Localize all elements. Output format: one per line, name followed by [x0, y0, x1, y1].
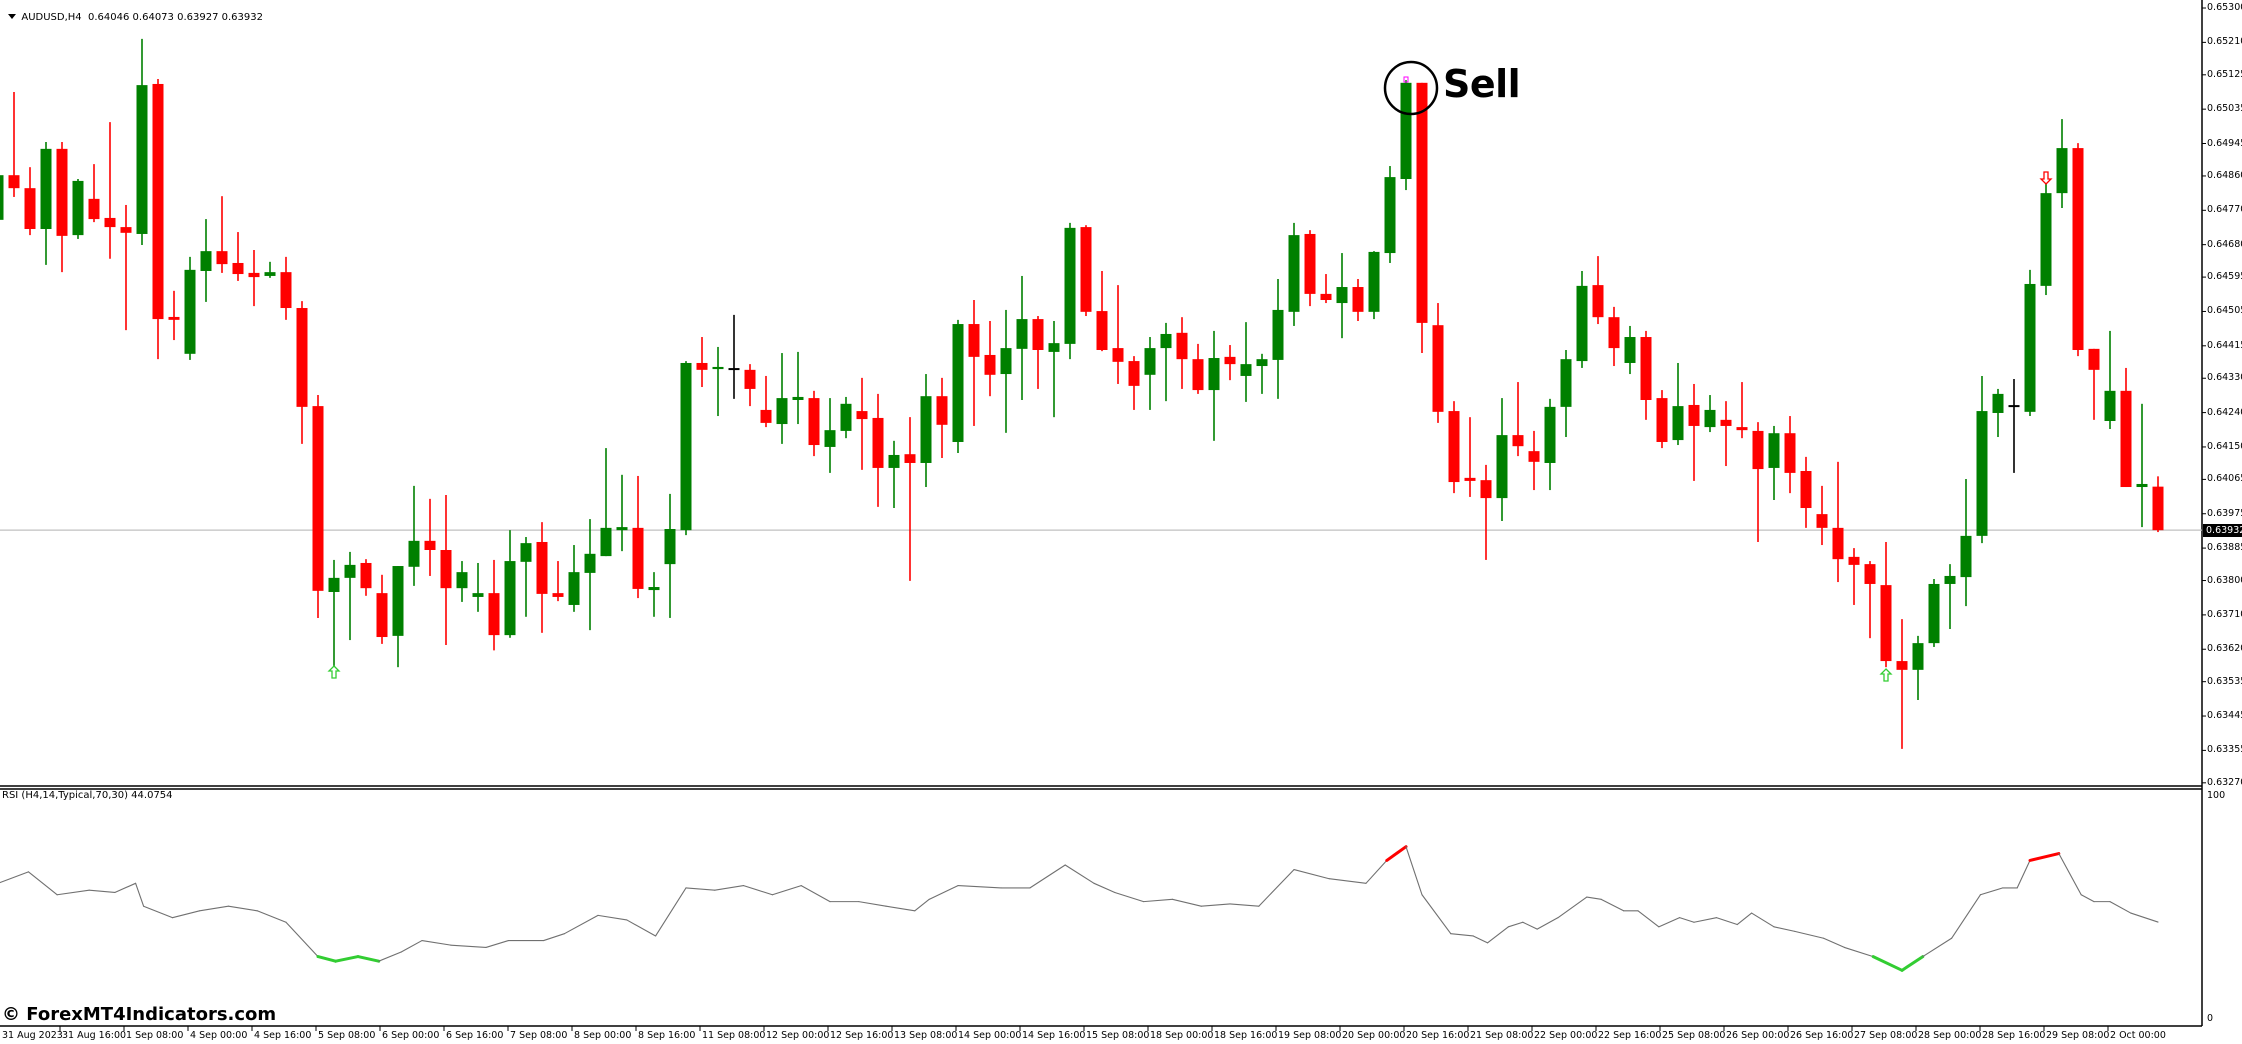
- time-label: 15 Sep 08:00: [1086, 1030, 1150, 1041]
- time-label: 7 Sep 08:00: [510, 1030, 568, 1041]
- rsi-min-label: 0: [2207, 1013, 2214, 1024]
- time-label: 6 Sep 00:00: [382, 1030, 440, 1041]
- time-label: 22 Sep 00:00: [1534, 1030, 1598, 1041]
- time-label: 6 Sep 16:00: [446, 1030, 504, 1041]
- ohlc-values: 0.64046 0.64073 0.63927 0.63932: [88, 12, 263, 23]
- price-label: 0.63355: [2207, 744, 2242, 756]
- price-label: 0.63975: [2207, 507, 2242, 519]
- time-label: 18 Sep 16:00: [1214, 1030, 1278, 1041]
- time-label: 19 Sep 08:00: [1278, 1030, 1342, 1041]
- time-label: 20 Sep 16:00: [1406, 1030, 1470, 1041]
- price-label: 0.64415: [2207, 339, 2242, 351]
- time-label: 1 Sep 08:00: [126, 1030, 184, 1041]
- time-label: 28 Sep 16:00: [1982, 1030, 2046, 1041]
- time-label: 11 Sep 08:00: [702, 1030, 766, 1041]
- rsi-indicator-title: RSI (H4,14,Typical,70,30) 44.0754: [2, 790, 173, 801]
- time-label: 22 Sep 16:00: [1598, 1030, 1662, 1041]
- price-label: 0.64505: [2207, 305, 2242, 317]
- time-label: 4 Sep 16:00: [254, 1030, 312, 1041]
- rsi-line: [0, 845, 2159, 972]
- signal-arrows: [327, 76, 2053, 682]
- time-label: 29 Sep 08:00: [2046, 1030, 2110, 1041]
- time-label: 31 Aug 16:00: [62, 1030, 127, 1041]
- time-label: 31 Aug 2023: [2, 1030, 63, 1041]
- time-label: 14 Sep 16:00: [1022, 1030, 1086, 1041]
- price-label: 0.64945: [2207, 137, 2242, 149]
- time-label: 13 Sep 08:00: [894, 1030, 958, 1041]
- price-label: 0.63445: [2207, 710, 2242, 722]
- symbol-timeframe: AUDUSD,H4: [21, 12, 82, 23]
- time-label: 28 Sep 00:00: [1918, 1030, 1982, 1041]
- rsi-max-label: 100: [2207, 790, 2226, 801]
- time-label: 27 Sep 08:00: [1854, 1030, 1918, 1041]
- time-label: 12 Sep 16:00: [830, 1030, 894, 1041]
- time-label: 2 Oct 00:00: [2110, 1030, 2166, 1041]
- time-label: 8 Sep 00:00: [574, 1030, 632, 1041]
- candlestick-series: [0, 38, 2164, 749]
- time-label: 4 Sep 00:00: [190, 1030, 248, 1041]
- time-label: 5 Sep 08:00: [318, 1030, 376, 1041]
- sell-annotation-label: Sell: [1443, 62, 1521, 106]
- watermark: © ForexMT4Indicators.com: [2, 1004, 277, 1025]
- time-label: 25 Sep 08:00: [1662, 1030, 1726, 1041]
- sell-circle-annotation: [1383, 60, 1439, 116]
- price-label: 0.65035: [2207, 103, 2242, 115]
- chart-header: AUDUSD,H4 0.64046 0.64073 0.63927 0.6393…: [2, 1, 263, 23]
- price-label: 0.65125: [2207, 68, 2242, 80]
- price-label: 0.64065: [2207, 473, 2242, 485]
- collapse-triangle-icon[interactable]: [8, 14, 17, 19]
- price-label: 0.64595: [2207, 271, 2242, 283]
- current-price-tag: 0.63932: [2203, 524, 2242, 537]
- chart-frame: [0, 0, 2206, 1031]
- time-label: 26 Sep 16:00: [1790, 1030, 1854, 1041]
- time-label: 14 Sep 00:00: [958, 1030, 1022, 1041]
- time-label: 26 Sep 00:00: [1726, 1030, 1790, 1041]
- time-label: 18 Sep 00:00: [1150, 1030, 1214, 1041]
- time-label: 20 Sep 00:00: [1342, 1030, 1406, 1041]
- time-label: 12 Sep 00:00: [766, 1030, 830, 1041]
- time-label: 8 Sep 16:00: [638, 1030, 696, 1041]
- time-label: 21 Sep 08:00: [1470, 1030, 1534, 1041]
- price-label: 0.63535: [2207, 675, 2242, 687]
- price-label: 0.63885: [2207, 542, 2242, 554]
